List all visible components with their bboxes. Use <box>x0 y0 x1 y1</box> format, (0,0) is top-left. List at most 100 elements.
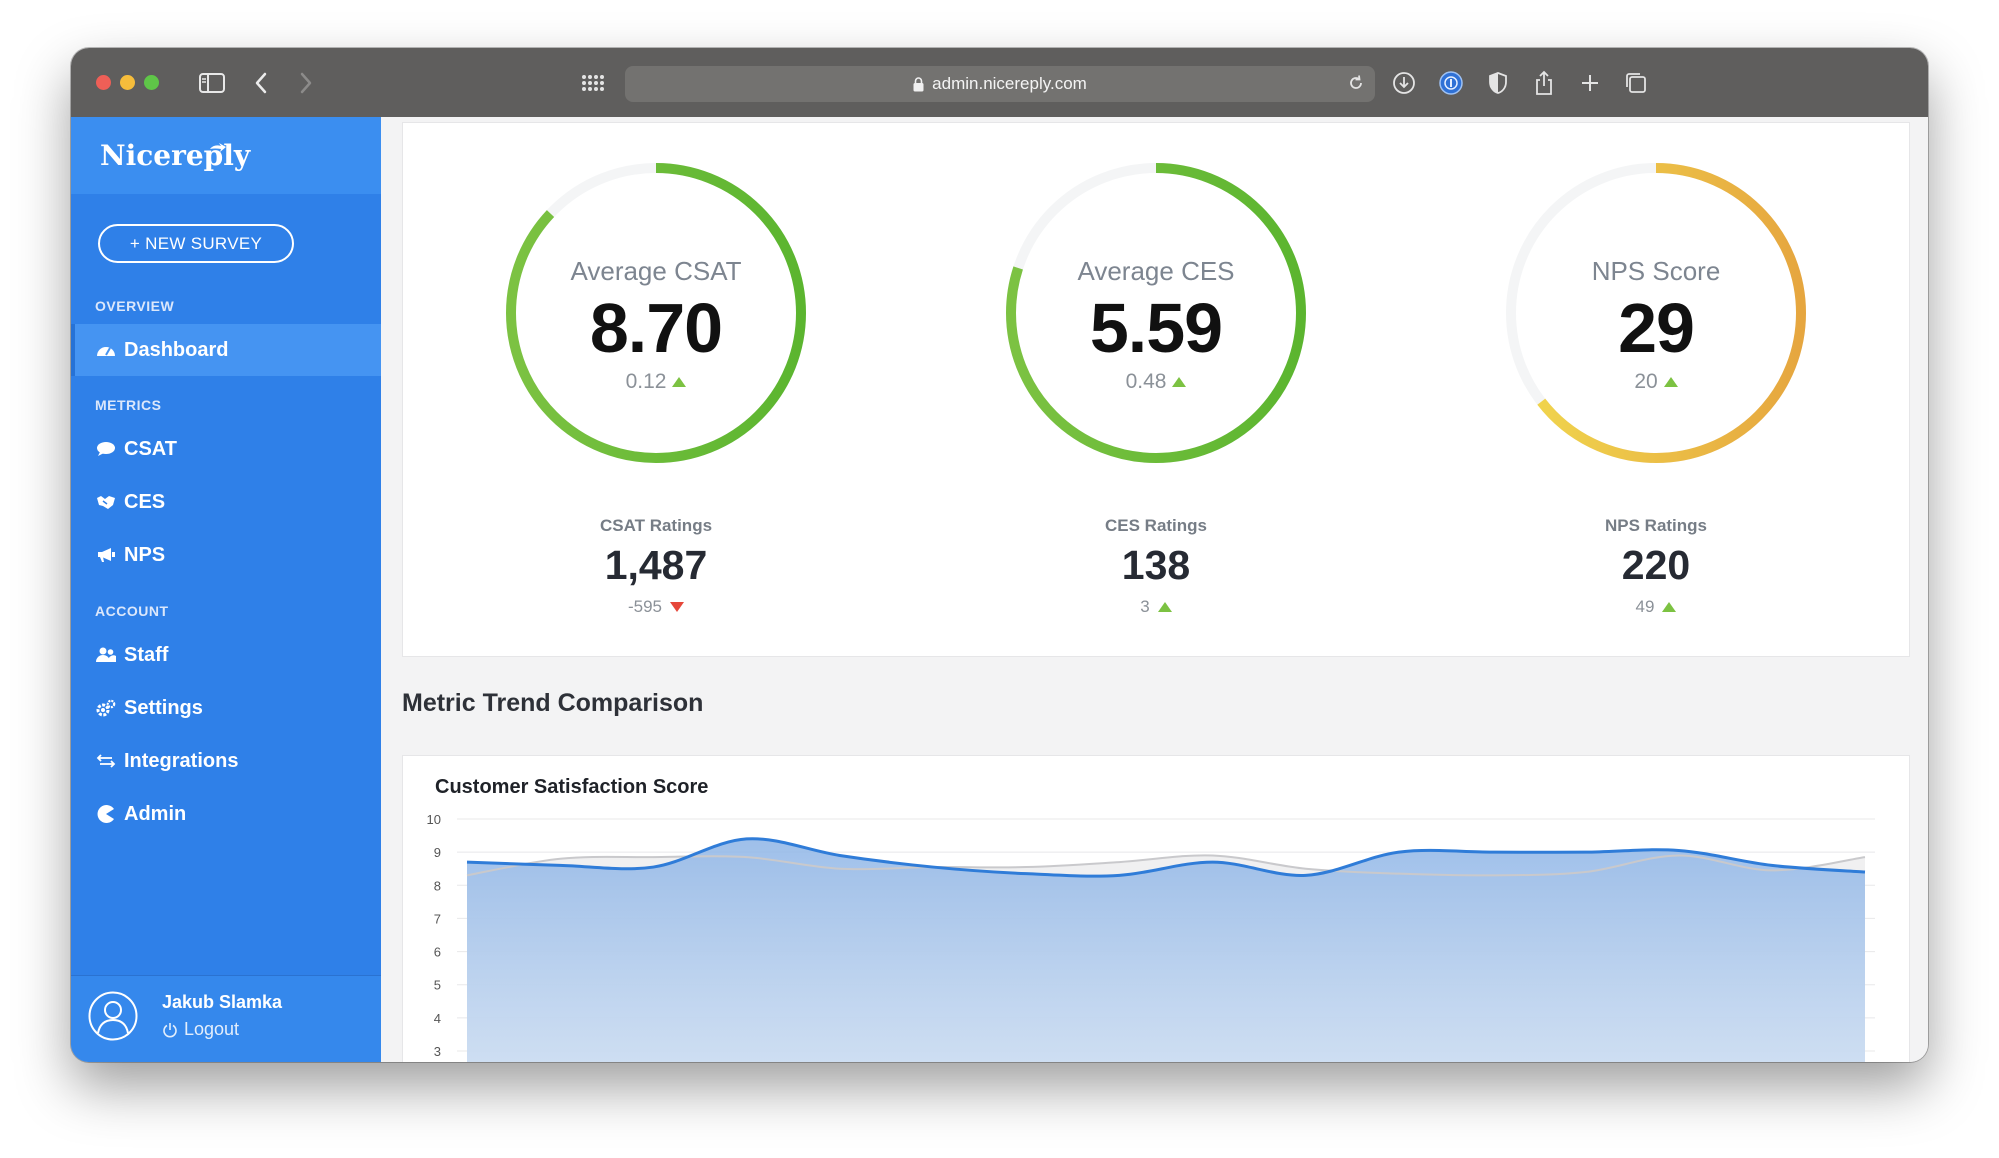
browser-window: admin.nicereply.com Nicereply <box>71 48 1928 1062</box>
stat-nps-ratings: NPS Ratings 220 49 <box>1506 516 1806 617</box>
section-label-metrics: METRICS <box>95 397 162 413</box>
minimize-window-button[interactable] <box>120 75 135 90</box>
shield-icon[interactable] <box>1481 66 1515 100</box>
handshake-icon <box>96 492 116 512</box>
tab-overview-icon[interactable] <box>1619 66 1653 100</box>
lock-icon <box>913 76 924 92</box>
logout-label: Logout <box>184 1019 240 1039</box>
gauge-delta: 0.12 <box>503 370 809 394</box>
sidebar-item-label: CES <box>124 490 166 513</box>
chart-card: Customer Satisfaction Score 10 9 8 7 6 5 4 3 <box>402 755 1910 1062</box>
gauge-delta-value: 0.48 <box>1125 370 1167 393</box>
gauge-title: Average CSAT <box>570 256 742 286</box>
address-bar[interactable]: admin.nicereply.com <box>625 66 1375 102</box>
gauge-nps: NPS Score 29 20 <box>1503 160 1809 466</box>
gauge-value: 5.59 <box>1089 289 1223 367</box>
avatar[interactable] <box>88 991 138 1041</box>
password-manager-icon[interactable] <box>1434 66 1468 100</box>
gauge-ring <box>506 163 806 463</box>
y-tick-label: 3 <box>434 1044 441 1059</box>
gauge-delta-value: 0.12 <box>625 370 667 393</box>
stat-ces-ratings: CES Ratings 138 3 <box>1006 516 1306 617</box>
speech-flag-icon <box>209 131 227 164</box>
stat-csat-ratings: CSAT Ratings 1,487 -595 <box>506 516 806 617</box>
back-icon[interactable] <box>244 66 278 100</box>
logout-link[interactable]: Logout <box>162 1019 239 1040</box>
stat-value: 1,487 <box>604 542 708 588</box>
trend-up-icon <box>1662 602 1677 612</box>
trend-up-icon <box>1157 602 1172 612</box>
y-tick-label: 5 <box>434 978 441 993</box>
tab-grid-icon[interactable] <box>576 66 610 100</box>
stat-delta: 3 <box>1006 597 1306 617</box>
power-icon <box>163 1022 177 1037</box>
new-survey-button[interactable]: + NEW SURVEY <box>98 224 294 263</box>
stat-label: NPS Ratings <box>1604 516 1708 535</box>
gauge-ring <box>1006 163 1306 463</box>
section-heading: Metric Trend Comparison <box>402 689 704 717</box>
stat-delta: -595 <box>506 597 806 617</box>
stat-value: 220 <box>1621 542 1691 588</box>
gears-icon <box>96 698 116 718</box>
trend-up-icon <box>1663 377 1678 387</box>
section-label-overview: OVERVIEW <box>95 298 175 314</box>
sidebar-toggle-icon[interactable] <box>195 66 229 100</box>
sidebar-item-label: CSAT <box>124 437 177 460</box>
gauge-delta: 0.48 <box>1003 370 1309 394</box>
stat-delta-value: -595 <box>627 597 663 616</box>
trend-area-chart: 10 9 8 7 6 5 4 3 <box>427 812 1875 1062</box>
user-panel: Jakub Slamka Logout <box>71 975 381 1062</box>
sidebar-item-admin[interactable]: Admin <box>71 788 381 840</box>
sidebar-item-label: Integrations <box>124 749 239 772</box>
stat-delta: 49 <box>1506 597 1806 617</box>
sidebar-item-label: NPS <box>124 543 166 566</box>
y-tick-label: 6 <box>434 945 441 960</box>
brand-logo[interactable]: Nicereply <box>71 117 381 194</box>
y-tick-label: 8 <box>434 878 441 893</box>
y-tick-label: 4 <box>434 1011 441 1026</box>
exchange-arrows-icon <box>96 751 116 771</box>
new-tab-icon[interactable] <box>1573 66 1607 100</box>
url-text: admin.nicereply.com <box>932 74 1087 93</box>
gauge-delta: 20 <box>1503 370 1809 394</box>
sidebar-item-dashboard[interactable]: Dashboard <box>71 324 381 376</box>
sidebar-item-csat[interactable]: CSAT <box>71 423 381 475</box>
sidebar-item-nps[interactable]: NPS <box>71 529 381 581</box>
gauge-title: Average CES <box>1077 256 1235 286</box>
stat-label: CSAT Ratings <box>599 516 713 535</box>
zoom-window-button[interactable] <box>144 75 159 90</box>
series-1-area <box>467 838 1865 1062</box>
brand-name: Nicereply <box>100 139 251 172</box>
trend-up-icon <box>1172 377 1187 387</box>
series-1-line <box>466 837 1866 878</box>
gauge-value: 8.70 <box>589 289 723 367</box>
browser-toolbar: admin.nicereply.com <box>71 48 1928 117</box>
sidebar-item-label: Admin <box>124 802 187 825</box>
pacman-icon <box>96 804 116 824</box>
speech-bubble-icon <box>96 439 116 459</box>
share-icon[interactable] <box>1527 66 1561 100</box>
gauge-title: NPS Score <box>1591 256 1721 286</box>
stat-value: 138 <box>1121 542 1191 588</box>
gauge-value: 29 <box>1618 289 1695 367</box>
metrics-summary-card: Average CSAT 8.70 0.12 Average CES 5.59 <box>402 122 1910 657</box>
users-icon <box>96 645 116 665</box>
sidebar-item-staff[interactable]: Staff <box>71 629 381 681</box>
chart-title: Customer Satisfaction Score <box>435 776 709 798</box>
reload-icon[interactable] <box>1347 74 1365 97</box>
y-tick-label: 9 <box>434 845 441 860</box>
sidebar-item-settings[interactable]: Settings <box>71 682 381 734</box>
download-icon[interactable] <box>1387 66 1421 100</box>
stat-delta-value: 3 <box>1140 597 1150 616</box>
user-name: Jakub Slamka <box>162 992 283 1012</box>
close-window-button[interactable] <box>96 75 111 90</box>
y-tick-label: 7 <box>434 911 441 926</box>
sidebar-item-ces[interactable]: CES <box>71 476 381 528</box>
megaphone-icon <box>96 545 116 565</box>
gauge-ces: Average CES 5.59 0.48 <box>1003 160 1309 466</box>
forward-icon[interactable] <box>289 66 323 100</box>
gauge-csat: Average CSAT 8.70 0.12 <box>503 160 809 466</box>
sidebar-item-integrations[interactable]: Integrations <box>71 735 381 787</box>
section-label-account: ACCOUNT <box>95 603 169 619</box>
series-2-line <box>466 854 1866 877</box>
